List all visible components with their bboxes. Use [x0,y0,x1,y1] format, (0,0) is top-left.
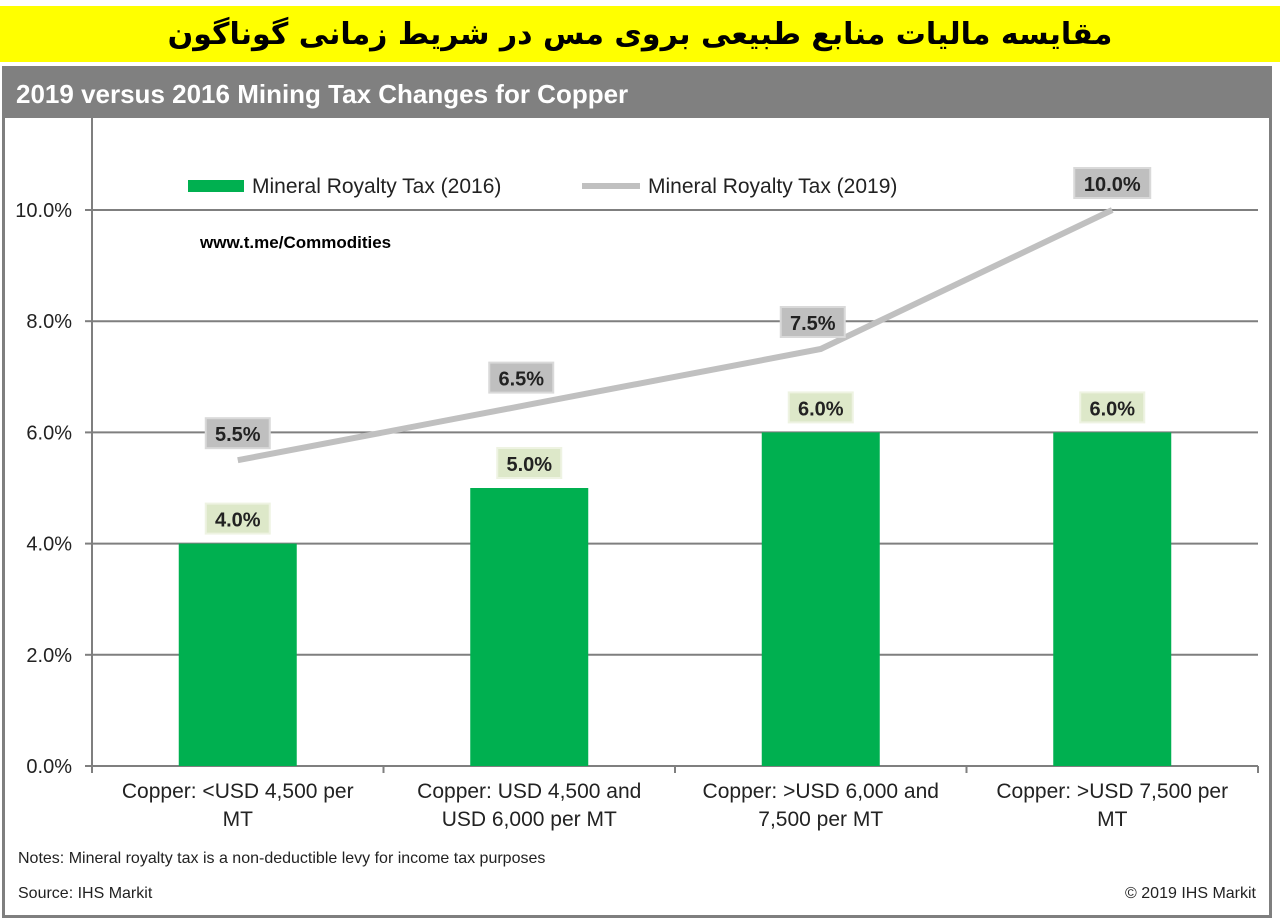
bar-data-label-box [496,447,563,479]
x-tick-label: MT [223,808,253,831]
bar-data-label-box [1079,391,1146,424]
copyright: © 2019 IHS Markit [1125,885,1256,902]
y-tick-label: 10.0% [15,200,72,222]
watermark: www.t.me/Commodities [199,233,391,252]
bar-data-label: 4.0% [215,510,261,532]
line-data-label: 10.0% [1084,174,1141,196]
notes: Notes: Mineral royalty tax is a non-dedu… [18,850,546,867]
x-tick-label: Copper: >USD 6,000 and [703,780,939,803]
y-tick-label: 4.0% [26,534,72,556]
y-tick-label: 0.0% [26,756,72,778]
banner-title: مقایسه مالیات منابع طبیعی بروی مس در شری… [167,16,1113,52]
bar-data-label: 6.0% [1089,398,1135,420]
legend-label: Mineral Royalty Tax (2019) [648,175,897,198]
bar [761,432,880,766]
bar-data-label-box [204,502,271,535]
line-data-label-box [488,361,555,394]
bar-data-label: 5.0% [506,454,552,476]
y-tick-label: 8.0% [26,311,72,333]
line-data-label: 5.5% [215,424,261,446]
line-data-label-box [204,417,271,450]
y-tick-label: 6.0% [26,422,72,444]
x-tick-label: USD 6,000 per MT [442,808,617,831]
source: Source: IHS Markit [18,885,153,902]
bar [1053,432,1172,766]
bar [178,543,297,766]
x-tick-label: MT [1097,808,1127,831]
legend-label: Mineral Royalty Tax (2016) [252,175,501,198]
chart-title: 2019 versus 2016 Mining Tax Changes for … [2,66,1272,118]
bar-data-label: 6.0% [798,398,844,420]
x-tick-label: Copper: USD 4,500 and [417,780,641,803]
x-tick-label: Copper: >USD 7,500 per [996,780,1228,803]
bar-data-label-box [787,391,854,424]
bar [470,488,589,766]
series-line [237,207,1114,464]
x-tick-label: Copper: <USD 4,500 per [122,780,354,803]
line-data-label-box [779,306,846,338]
line-data-label: 6.5% [498,369,544,391]
legend-swatch-bar [188,180,244,192]
line-data-label-box [1073,167,1152,199]
banner: مقایسه مالیات منابع طبیعی بروی مس در شری… [0,6,1280,62]
y-tick-label: 2.0% [26,645,72,667]
line-data-label: 7.5% [790,313,836,335]
x-tick-label: 7,500 per MT [758,808,883,831]
